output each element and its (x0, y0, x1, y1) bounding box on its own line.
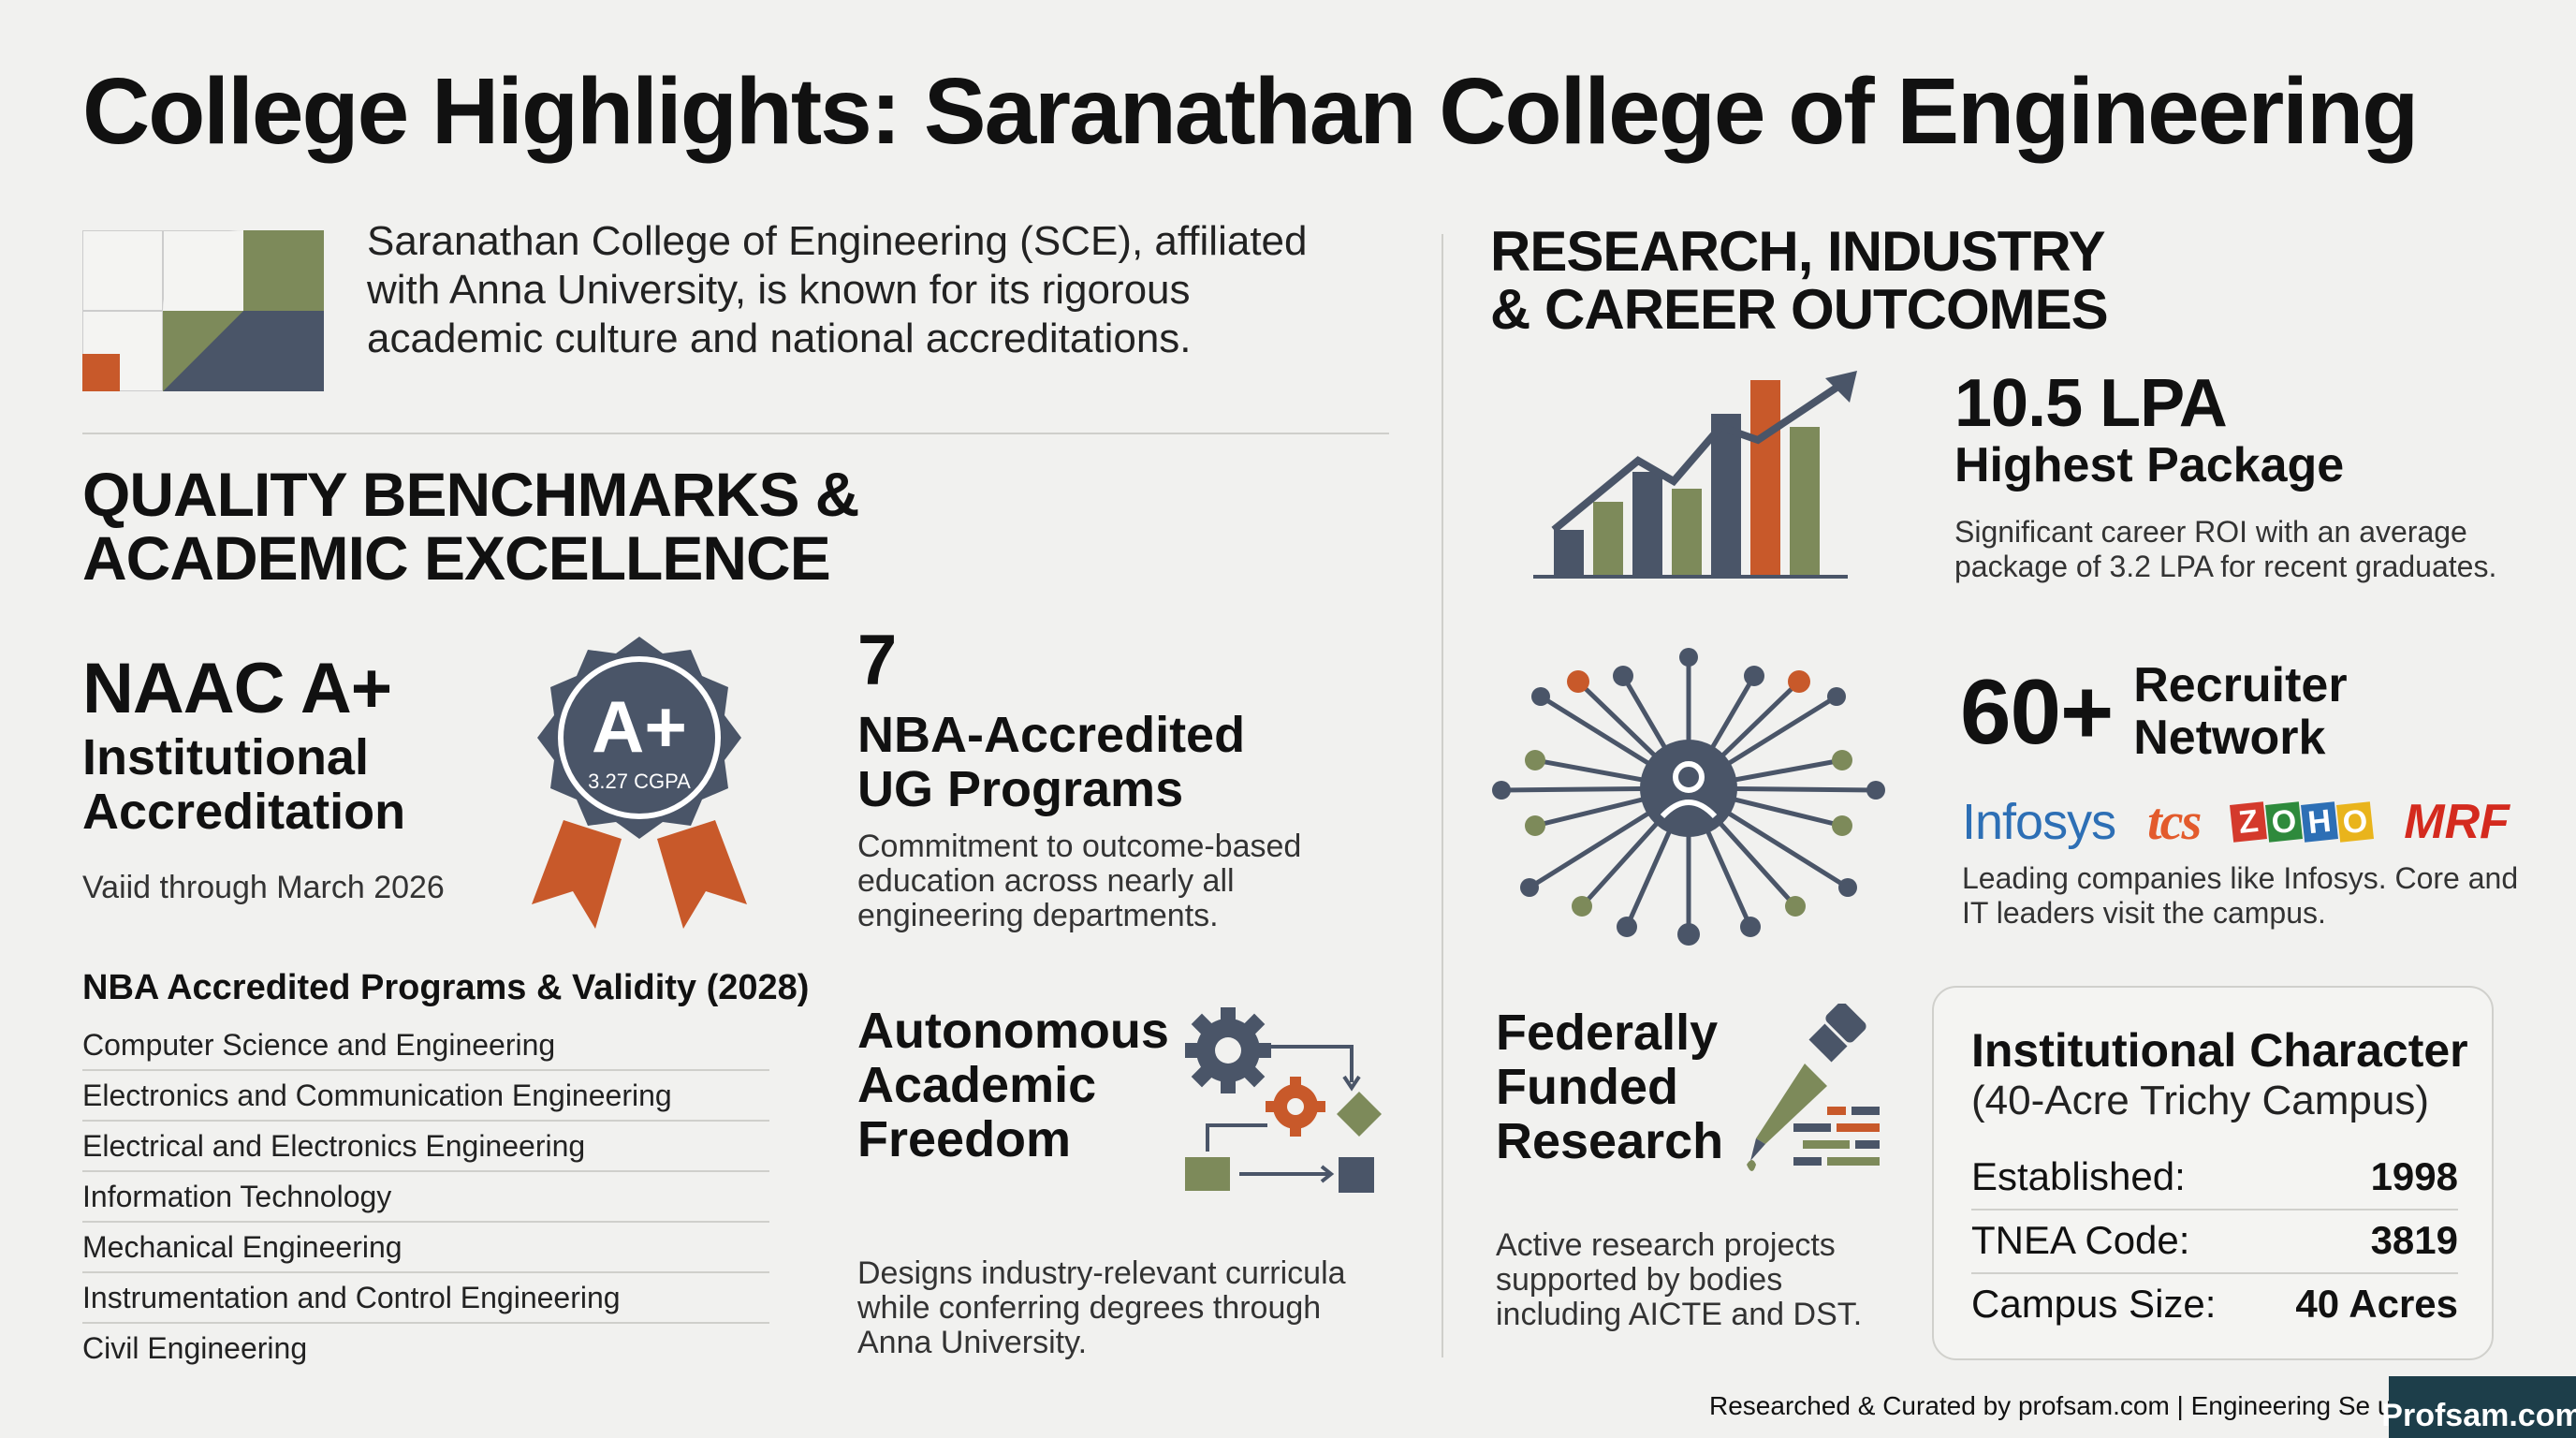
section-heading-line: QUALITY BENCHMARKS & (82, 460, 859, 529)
list-item: Electrical and Electronics Engineering (82, 1122, 769, 1172)
nba-description: Commitment to outcome-based education ac… (857, 829, 1302, 933)
zoho-letter: Z (2230, 801, 2268, 843)
info-row: Established: 1998 (1971, 1145, 2458, 1211)
programs-list: Computer Science and Engineering Electro… (82, 1020, 769, 1372)
naac-line1: Institutional (82, 729, 369, 785)
info-value: 40 Acres (2295, 1282, 2458, 1326)
nba-count: 7 (857, 621, 897, 700)
highest-package-label: Highest Package (1954, 438, 2345, 492)
autonomy-block: Autonomous Academic Freedom (857, 1004, 1169, 1167)
badge-grade: A+ (592, 685, 687, 768)
section-heading-quality: QUALITY BENCHMARKS & ACADEMIC EXCELLENCE (82, 460, 859, 593)
footer-credit: Researched & Curated by profsam.com | En… (1709, 1391, 2422, 1420)
section-heading-research: RESEARCH, INDUSTRY & CAREER OUTCOMES (1490, 220, 2109, 341)
tcs-logo: tcs (2147, 793, 2202, 851)
page-title: College Highlights: Saranathan College o… (82, 59, 2419, 164)
section-heading-line: RESEARCH, INDUSTRY (1490, 220, 2106, 283)
divider (82, 433, 1389, 434)
recruiter-block: 60+ Recruiter Network (1960, 659, 2348, 764)
recruiter-logos: Infosys tcs Z O H O MRF (1962, 792, 2510, 852)
recruiter-label: Recruiter Network (2133, 659, 2347, 764)
research-line1: Federally (1496, 1005, 1719, 1061)
list-item: Electronics and Communication Engineerin… (82, 1071, 769, 1122)
zoho-letter: H (2301, 801, 2339, 843)
zoho-logo: Z O H O (2230, 801, 2375, 843)
recruiter-count: 60+ (1960, 660, 2114, 763)
list-item: Computer Science and Engineering (82, 1020, 769, 1071)
growth-chart-icon (1533, 371, 1857, 579)
list-item: Information Technology (82, 1172, 769, 1223)
list-item: Mechanical Engineering (82, 1223, 769, 1273)
highest-package-value: 10.5 LPA (1954, 366, 2228, 441)
college-logo-graphic (82, 230, 324, 391)
info-label: Established: (1971, 1154, 2186, 1198)
research-line2: Funded (1496, 1059, 1678, 1115)
programs-heading: NBA Accredited Programs & Validity (2028… (82, 968, 810, 1007)
recruiter-label-line1: Recruiter (2133, 658, 2348, 712)
info-value: 1998 (2370, 1154, 2458, 1198)
network-icon (1492, 648, 1885, 946)
badge-cgpa: 3.27 CGPA (588, 770, 691, 793)
nba-line1: NBA-Accredited (857, 707, 1246, 763)
watermark-badge: Profsam.com (2381, 1376, 2576, 1438)
research-description: Active research projects supported by bo… (1496, 1227, 1863, 1332)
nba-line2: UG Programs (857, 761, 1184, 817)
section-heading-line: & CAREER OUTCOMES (1490, 278, 2109, 341)
list-item: Civil Engineering (82, 1331, 308, 1365)
watermark-text: Profsam.com (2381, 1398, 2576, 1433)
list-item: Instrumentation and Control Engineering (82, 1273, 769, 1324)
naac-block: NAAC A+ Institutional Accreditation Vaii… (82, 652, 445, 905)
zoho-letter: O (2336, 801, 2375, 843)
info-label: Campus Size: (1971, 1282, 2217, 1326)
column-divider (1442, 234, 1443, 1357)
recruiter-label-line2: Network (2133, 711, 2326, 765)
autonomy-line3: Freedom (857, 1111, 1072, 1167)
naac-validity: Vaiid through March 2026 (82, 870, 445, 905)
nba-block: 7 NBA-Accredited UG Programs Commitment … (857, 624, 1363, 933)
zoho-letter: O (2265, 801, 2304, 843)
card-subtitle: (40-Acre Trichy Campus) (1971, 1078, 2430, 1123)
research-block: Federally Funded Research (1496, 1005, 1723, 1168)
autonomy-description: Designs industry-relevant curricula whil… (857, 1255, 1346, 1360)
naac-grade: NAAC A+ (82, 649, 392, 728)
pipette-research-icon (1747, 1004, 1880, 1171)
institutional-character-card: Institutional Character (40-Acre Trichy … (1932, 986, 2494, 1360)
award-badge-icon (532, 637, 747, 929)
info-label: TNEA Code: (1971, 1218, 2190, 1262)
section-heading-line: ACADEMIC EXCELLENCE (82, 523, 831, 593)
gears-workflow-icon (1185, 1007, 1382, 1193)
research-line3: Research (1496, 1113, 1724, 1169)
intro-text: Saranathan College of Engineering (SCE),… (367, 218, 1308, 361)
info-row: Campus Size: 40 Acres (1971, 1272, 2458, 1336)
info-value: 3819 (2370, 1218, 2458, 1262)
autonomy-line1: Autonomous (857, 1003, 1169, 1059)
card-title: Institutional Character (1971, 1024, 2468, 1077)
mrf-logo: MRF (2404, 795, 2510, 849)
recruiter-description: Leading companies like Infosys. Core and… (1962, 861, 2519, 930)
naac-badge: A+ 3.27 CGPA (517, 633, 762, 932)
infosys-logo: Infosys (1962, 794, 2116, 850)
autonomy-line2: Academic (857, 1057, 1097, 1113)
package-block: 10.5 LPA Highest Package Significant car… (1954, 369, 2516, 584)
package-description: Significant career ROI with an average p… (1954, 515, 2497, 583)
info-row: TNEA Code: 3819 (1971, 1209, 2458, 1274)
naac-line2: Accreditation (82, 784, 406, 840)
